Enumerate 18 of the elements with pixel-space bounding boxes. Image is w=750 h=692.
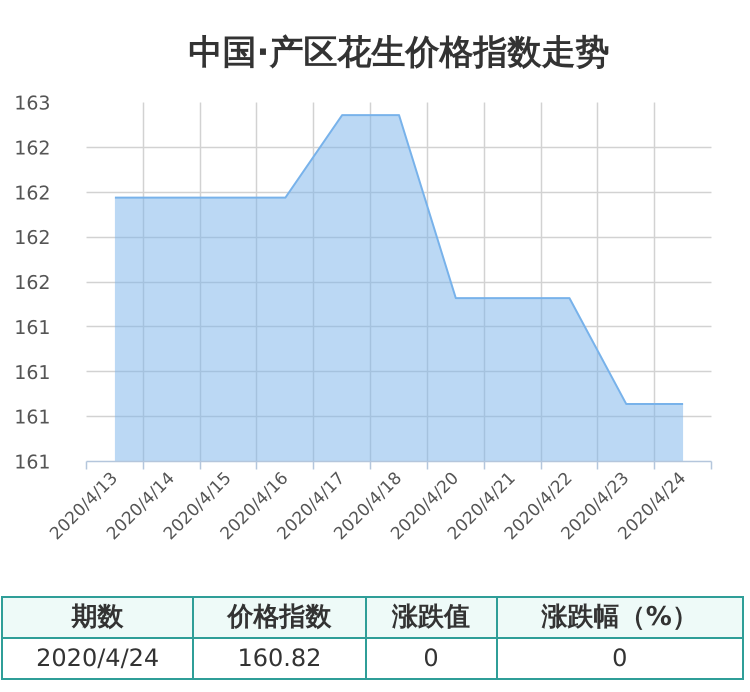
text: 2020/4/24 <box>2 638 194 679</box>
y-tick-label: 162 <box>14 227 50 250</box>
y-tick-label: 163 <box>14 92 50 114</box>
text: 涨跌值 <box>366 597 497 638</box>
y-tick-label: 161 <box>14 316 50 339</box>
text: 0 <box>496 638 743 679</box>
y-tick-label: 162 <box>14 182 50 204</box>
y-tick-label: 161 <box>14 452 50 474</box>
text: 0 <box>366 638 497 679</box>
y-tick-label: 162 <box>14 272 50 294</box>
y-tick-label: 161 <box>14 362 50 384</box>
y-tick-label: 162 <box>14 137 50 160</box>
text: 160.82 <box>193 638 366 679</box>
text: 价格指数 <box>193 597 366 638</box>
text: 涨跌幅（%） <box>496 597 743 638</box>
chart-title: 中国·产区花生价格指数走势 <box>188 32 610 72</box>
y-tick-label: 161 <box>14 406 50 429</box>
text: 期数 <box>2 597 194 638</box>
